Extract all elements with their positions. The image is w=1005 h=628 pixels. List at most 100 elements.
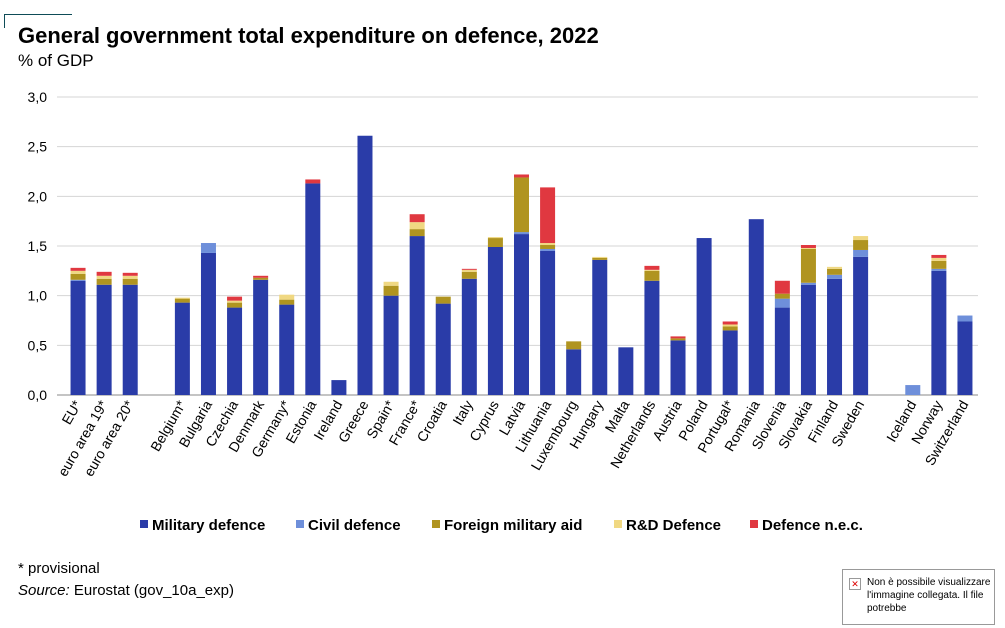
bar-segment (227, 307, 243, 395)
bar-segment (827, 266, 843, 269)
bar-segment (800, 247, 816, 249)
bar-segment (174, 298, 190, 303)
bar-segment (383, 285, 399, 296)
bar-segment (644, 280, 660, 395)
chart-area: 0,0 0,5 1,0 1,5 2,0 2,5 3,0 EU*euro area 19*eu… (28, 89, 978, 534)
bar-segment (305, 179, 321, 184)
bar-segment (957, 315, 973, 322)
bar-segment (70, 279, 86, 281)
corner-decoration (4, 14, 72, 15)
legend-swatch (140, 520, 148, 528)
bar-segment (853, 236, 869, 241)
bar-segment (514, 232, 529, 235)
footnote: * provisional (18, 560, 100, 577)
bar-segment (931, 260, 947, 269)
bar-segment (540, 187, 556, 244)
bar-segment (931, 270, 947, 395)
bar-segment (722, 324, 738, 327)
y-tick-label: 2,0 (28, 188, 48, 204)
x-tick-label: Italy (449, 398, 476, 428)
broken-image-icon: ✕ (849, 578, 861, 590)
bar-segment (200, 252, 216, 395)
bar-segment (96, 275, 112, 279)
bar-segment (383, 295, 399, 395)
bar-segment (253, 275, 269, 278)
y-tick-label: 2,5 (28, 139, 48, 155)
bar-segment (70, 270, 86, 274)
bar-segment (122, 272, 138, 276)
bar-segment (670, 338, 686, 341)
bar-segment (96, 271, 112, 276)
bar-segment (670, 336, 686, 339)
bar-segment (748, 219, 764, 395)
bar-segment (827, 268, 843, 275)
bar-segment (70, 280, 86, 395)
bar-segment (618, 347, 634, 395)
bar-segment (540, 243, 556, 246)
bar-segment (409, 229, 425, 237)
bar-segment (122, 278, 138, 285)
bar-segment (514, 174, 529, 178)
source-note: Source: Eurostat (gov_10a_exp) (18, 582, 234, 599)
bar-segment (774, 298, 790, 308)
bar-segment (435, 303, 451, 395)
bar-segment (279, 294, 295, 300)
legend-label: Foreign military aid (444, 517, 582, 534)
bar-segment (670, 340, 686, 395)
bar-segment (931, 268, 947, 271)
bar-segment (931, 254, 947, 258)
bar-segment (853, 249, 869, 257)
bar-segment (644, 270, 660, 281)
bar-segment (853, 240, 869, 250)
bars (70, 135, 973, 396)
bar-segment (592, 259, 608, 395)
x-tick-labels: EU*euro area 19*euro area 20* Belgium*Bul… (54, 397, 971, 479)
bar-segment (461, 268, 477, 270)
legend-label: Civil defence (308, 517, 401, 534)
bar-segment (566, 341, 582, 350)
legend-label: Defence n.e.c. (762, 517, 863, 534)
legend-swatch (614, 520, 622, 528)
bar-segment (931, 257, 947, 261)
bar-segment (827, 274, 843, 279)
bar-segment (122, 284, 138, 395)
chart-subtitle: % of GDP (18, 51, 94, 70)
bar-segment (514, 234, 529, 395)
bar-segment (174, 302, 190, 395)
bar-segment (514, 177, 529, 233)
legend-swatch (432, 520, 440, 528)
bar-segment (227, 296, 243, 301)
y-tick-label: 0,0 (28, 387, 48, 403)
bar-segment (800, 248, 816, 283)
bar-segment (409, 236, 425, 395)
bar-segment (592, 256, 608, 258)
bar-segment (644, 269, 660, 271)
x-tick-label: EU* (58, 397, 85, 427)
source-text: Eurostat (gov_10a_exp) (69, 582, 234, 599)
bar-segment (331, 380, 347, 395)
bar-segment (461, 271, 477, 279)
bar-segment (461, 278, 477, 395)
bar-segment (800, 245, 816, 248)
source-label: Source: (18, 582, 70, 599)
bar-segment (540, 245, 556, 249)
bar-segment (409, 214, 425, 223)
bar-segment (592, 257, 608, 260)
bar-segment (383, 281, 399, 286)
bar-segment (722, 326, 738, 331)
bar-segment (357, 135, 373, 396)
bar-segment (435, 296, 451, 304)
bar-segment (487, 237, 503, 239)
y-tick-label: 1,5 (28, 238, 48, 254)
bar-segment (461, 269, 477, 272)
bar-segment (70, 273, 86, 280)
chart-title: General government total expenditure on … (18, 23, 599, 48)
bar-segment (200, 243, 216, 253)
bar-segment (644, 265, 660, 270)
bar-segment (696, 238, 712, 395)
bar-segment (487, 246, 503, 395)
bar-segment (800, 282, 816, 285)
bar-segment (279, 304, 295, 395)
bar-segment (774, 307, 790, 395)
legend: Military defence Civil defence Foreign mil… (140, 517, 863, 534)
